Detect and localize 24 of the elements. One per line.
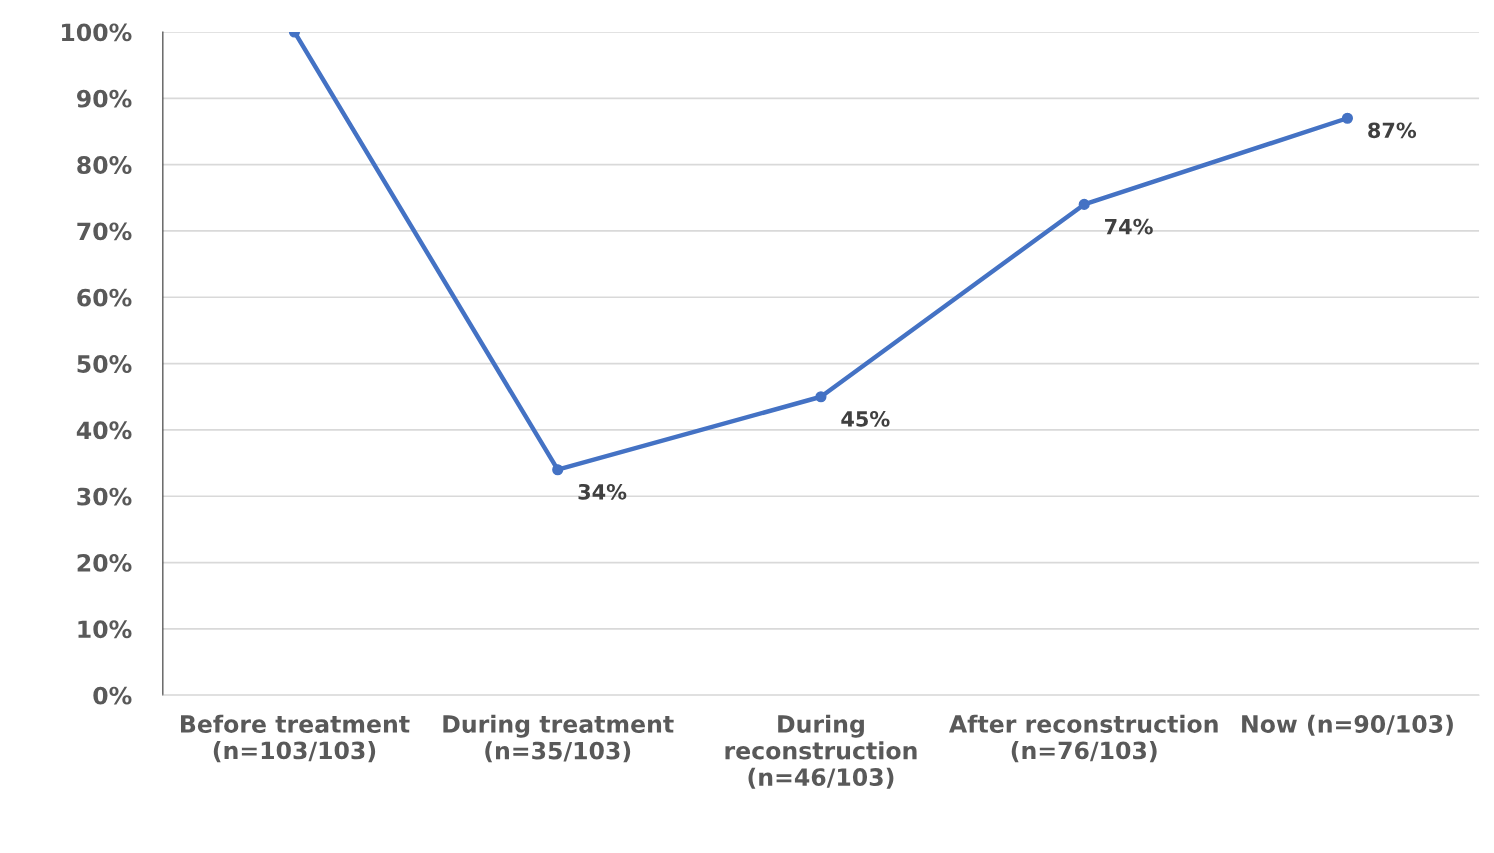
y-tick-label: 60% xyxy=(77,288,132,307)
y-tick-label: 70% xyxy=(77,222,132,241)
y-tick-label: 10% xyxy=(78,620,132,639)
data-label: 34% xyxy=(578,483,627,500)
y-tick-label: 20% xyxy=(77,554,132,572)
y-tick-label: 100% xyxy=(62,23,132,42)
y-tick-label: 40% xyxy=(76,421,132,440)
y-tick-label: 90% xyxy=(77,89,132,108)
y-tick-label: 80% xyxy=(77,156,132,174)
data-label: 74% xyxy=(1105,218,1153,235)
x-tick-label: Now (n=90/103) xyxy=(1242,714,1453,736)
x-tick-label: During reconstruction (n=46/103) xyxy=(725,714,917,789)
y-tick-label: 50% xyxy=(77,355,132,373)
point xyxy=(1341,112,1353,124)
point xyxy=(1078,198,1090,210)
data-label: 87% xyxy=(1368,122,1417,139)
x-tick-label: After reconstruction (n=76/103) xyxy=(949,714,1218,763)
point xyxy=(552,464,564,476)
y-tick-label: 0% xyxy=(93,686,132,705)
x-tick-label: Before treatment (n=103/103) xyxy=(181,714,410,763)
x-tick-label: During treatment (n=35/103) xyxy=(443,714,674,763)
data-label: 45% xyxy=(841,411,890,427)
point xyxy=(815,391,827,403)
y-tick-label: 30% xyxy=(77,487,132,506)
